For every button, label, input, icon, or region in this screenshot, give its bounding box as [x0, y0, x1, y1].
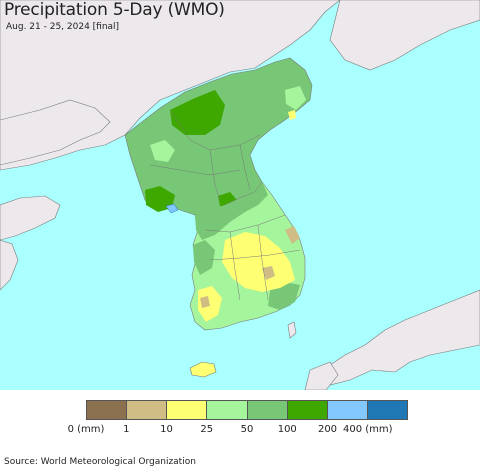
shandong-peninsula — [0, 195, 61, 241]
sk-light-rain-central — [222, 232, 295, 292]
japan-kyushu — [304, 361, 339, 390]
sk-moderate-rain-southeast — [268, 282, 300, 310]
sk-light-rain-southwest — [198, 286, 222, 322]
province-boundaries — [149, 109, 301, 301]
source-credit: Source: World Meteorological Organizatio… — [4, 457, 196, 467]
sk-moderate-rain-west — [193, 240, 215, 275]
legend-tick-label: 400 (mm) — [342, 424, 393, 435]
sk-moderate-rain-north — [195, 182, 268, 240]
sk-dry-spot-east — [285, 226, 300, 244]
nk-light-green-east — [285, 86, 306, 110]
legend-tick-label: 50 — [240, 424, 254, 435]
nk-yellow-spot — [288, 110, 296, 120]
legend-swatch — [326, 401, 367, 419]
nk-heavy-rain-north — [170, 90, 225, 135]
map-title: Precipitation 5-Day (WMO) — [4, 0, 225, 20]
jeju-island — [189, 361, 217, 378]
precipitation-map — [0, 0, 480, 390]
sk-dry-spot-central — [262, 266, 275, 280]
color-legend — [86, 400, 408, 420]
legend-tick-label: 1 — [123, 424, 130, 435]
map-canvas — [0, 0, 480, 390]
legend-tick-label: 100 — [277, 424, 297, 435]
legend-swatch — [166, 401, 207, 419]
legend-swatch — [126, 401, 167, 419]
legend-tick-label: 0 (mm) — [67, 424, 105, 435]
legend-tick-label: 200 — [317, 424, 338, 435]
russia-east-coast — [329, 0, 480, 71]
nk-very-heavy-rain-spot — [165, 203, 179, 214]
nk-light-green-west — [150, 140, 175, 162]
legend-tick-label: 10 — [160, 424, 173, 435]
tsushima-island — [287, 321, 297, 339]
legend-swatch — [286, 401, 327, 419]
legend-tick-label: 25 — [200, 424, 214, 435]
legend-swatch — [206, 401, 247, 419]
legend-swatch — [87, 401, 127, 419]
map-subtitle: Aug. 21 - 25, 2024 [final] — [6, 22, 120, 32]
legend-swatch — [366, 401, 407, 419]
liaodong-peninsula — [0, 99, 111, 166]
china-west-coast — [0, 239, 19, 291]
sk-dry-spot-southwest — [200, 296, 210, 308]
legend-swatch — [246, 401, 287, 419]
